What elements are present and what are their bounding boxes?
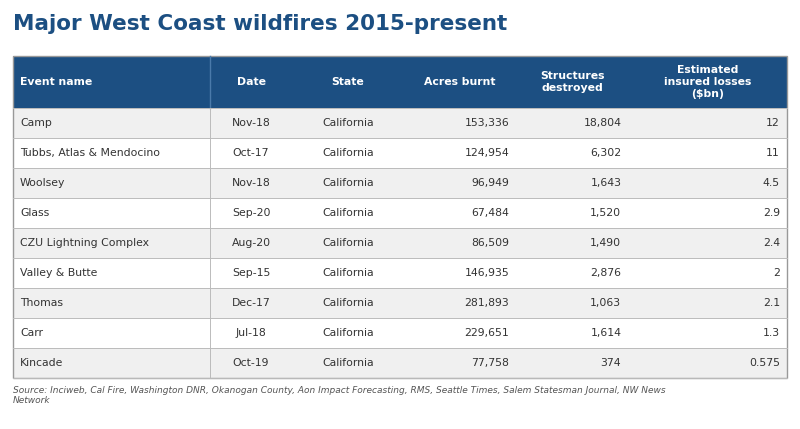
Text: 96,949: 96,949 (471, 178, 509, 188)
Text: Kincade: Kincade (20, 358, 63, 368)
Bar (13, 108, 787, 138)
Text: 11: 11 (766, 148, 780, 158)
Text: Thomas: Thomas (20, 298, 63, 308)
Text: 18,804: 18,804 (583, 118, 622, 128)
Text: Source: Inciweb, Cal Fire, Washington DNR, Okanogan County, Aon Impact Forecasti: Source: Inciweb, Cal Fire, Washington DN… (13, 386, 666, 405)
Text: Sep-20: Sep-20 (232, 208, 270, 218)
Text: California: California (322, 208, 374, 218)
Bar (13, 258, 787, 288)
Text: Structures
destroyed: Structures destroyed (540, 71, 605, 93)
Text: 1,614: 1,614 (590, 328, 622, 338)
Bar (13, 318, 787, 348)
Bar (13, 348, 787, 378)
Text: Nov-18: Nov-18 (232, 118, 270, 128)
Text: 0.575: 0.575 (749, 358, 780, 368)
Text: 86,509: 86,509 (471, 238, 509, 248)
Text: Camp: Camp (20, 118, 52, 128)
Text: CZU Lightning Complex: CZU Lightning Complex (20, 238, 149, 248)
Text: Aug-20: Aug-20 (231, 238, 270, 248)
Text: Valley & Butte: Valley & Butte (20, 268, 98, 278)
Text: State: State (331, 77, 364, 87)
Text: California: California (322, 328, 374, 338)
Text: California: California (322, 238, 374, 248)
Text: 2,876: 2,876 (590, 268, 622, 278)
Text: Date: Date (237, 77, 266, 87)
Text: 153,336: 153,336 (464, 118, 509, 128)
Text: California: California (322, 118, 374, 128)
Text: Carr: Carr (20, 328, 43, 338)
Text: California: California (322, 268, 374, 278)
Bar (13, 138, 787, 168)
Text: 1,490: 1,490 (590, 238, 622, 248)
Text: Dec-17: Dec-17 (232, 298, 270, 308)
Text: Acres burnt: Acres burnt (424, 77, 496, 87)
Text: 1,063: 1,063 (590, 298, 622, 308)
Text: Oct-17: Oct-17 (233, 148, 270, 158)
Text: Jul-18: Jul-18 (236, 328, 266, 338)
Text: 2.1: 2.1 (763, 298, 780, 308)
Text: Sep-15: Sep-15 (232, 268, 270, 278)
Text: Estimated
insured losses
($bn): Estimated insured losses ($bn) (664, 65, 751, 99)
Text: California: California (322, 358, 374, 368)
Bar (13, 288, 787, 318)
Text: 2.9: 2.9 (763, 208, 780, 218)
Text: 146,935: 146,935 (464, 268, 509, 278)
Text: California: California (322, 298, 374, 308)
Text: Woolsey: Woolsey (20, 178, 66, 188)
Text: Tubbs, Atlas & Mendocino: Tubbs, Atlas & Mendocino (20, 148, 160, 158)
Text: Oct-19: Oct-19 (233, 358, 270, 368)
Text: California: California (322, 178, 374, 188)
Text: Event name: Event name (20, 77, 92, 87)
Text: 1.3: 1.3 (763, 328, 780, 338)
Text: 4.5: 4.5 (763, 178, 780, 188)
Text: 1,520: 1,520 (590, 208, 622, 218)
Text: 281,893: 281,893 (464, 298, 509, 308)
Bar (13, 228, 787, 258)
Text: 67,484: 67,484 (471, 208, 509, 218)
Bar (13, 168, 787, 198)
Text: Glass: Glass (20, 208, 50, 218)
Text: 1,643: 1,643 (590, 178, 622, 188)
Text: 6,302: 6,302 (590, 148, 622, 158)
Bar (13, 198, 787, 228)
Text: 2.4: 2.4 (763, 238, 780, 248)
Text: Nov-18: Nov-18 (232, 178, 270, 188)
Text: Major West Coast wildfires 2015-present: Major West Coast wildfires 2015-present (13, 14, 507, 34)
Text: 12: 12 (766, 118, 780, 128)
Text: 77,758: 77,758 (471, 358, 509, 368)
Text: California: California (322, 148, 374, 158)
Text: 124,954: 124,954 (464, 148, 509, 158)
Text: 374: 374 (601, 358, 622, 368)
Bar (13, 56, 787, 108)
Bar (13, 56, 787, 378)
Text: 2: 2 (773, 268, 780, 278)
Text: 229,651: 229,651 (464, 328, 509, 338)
